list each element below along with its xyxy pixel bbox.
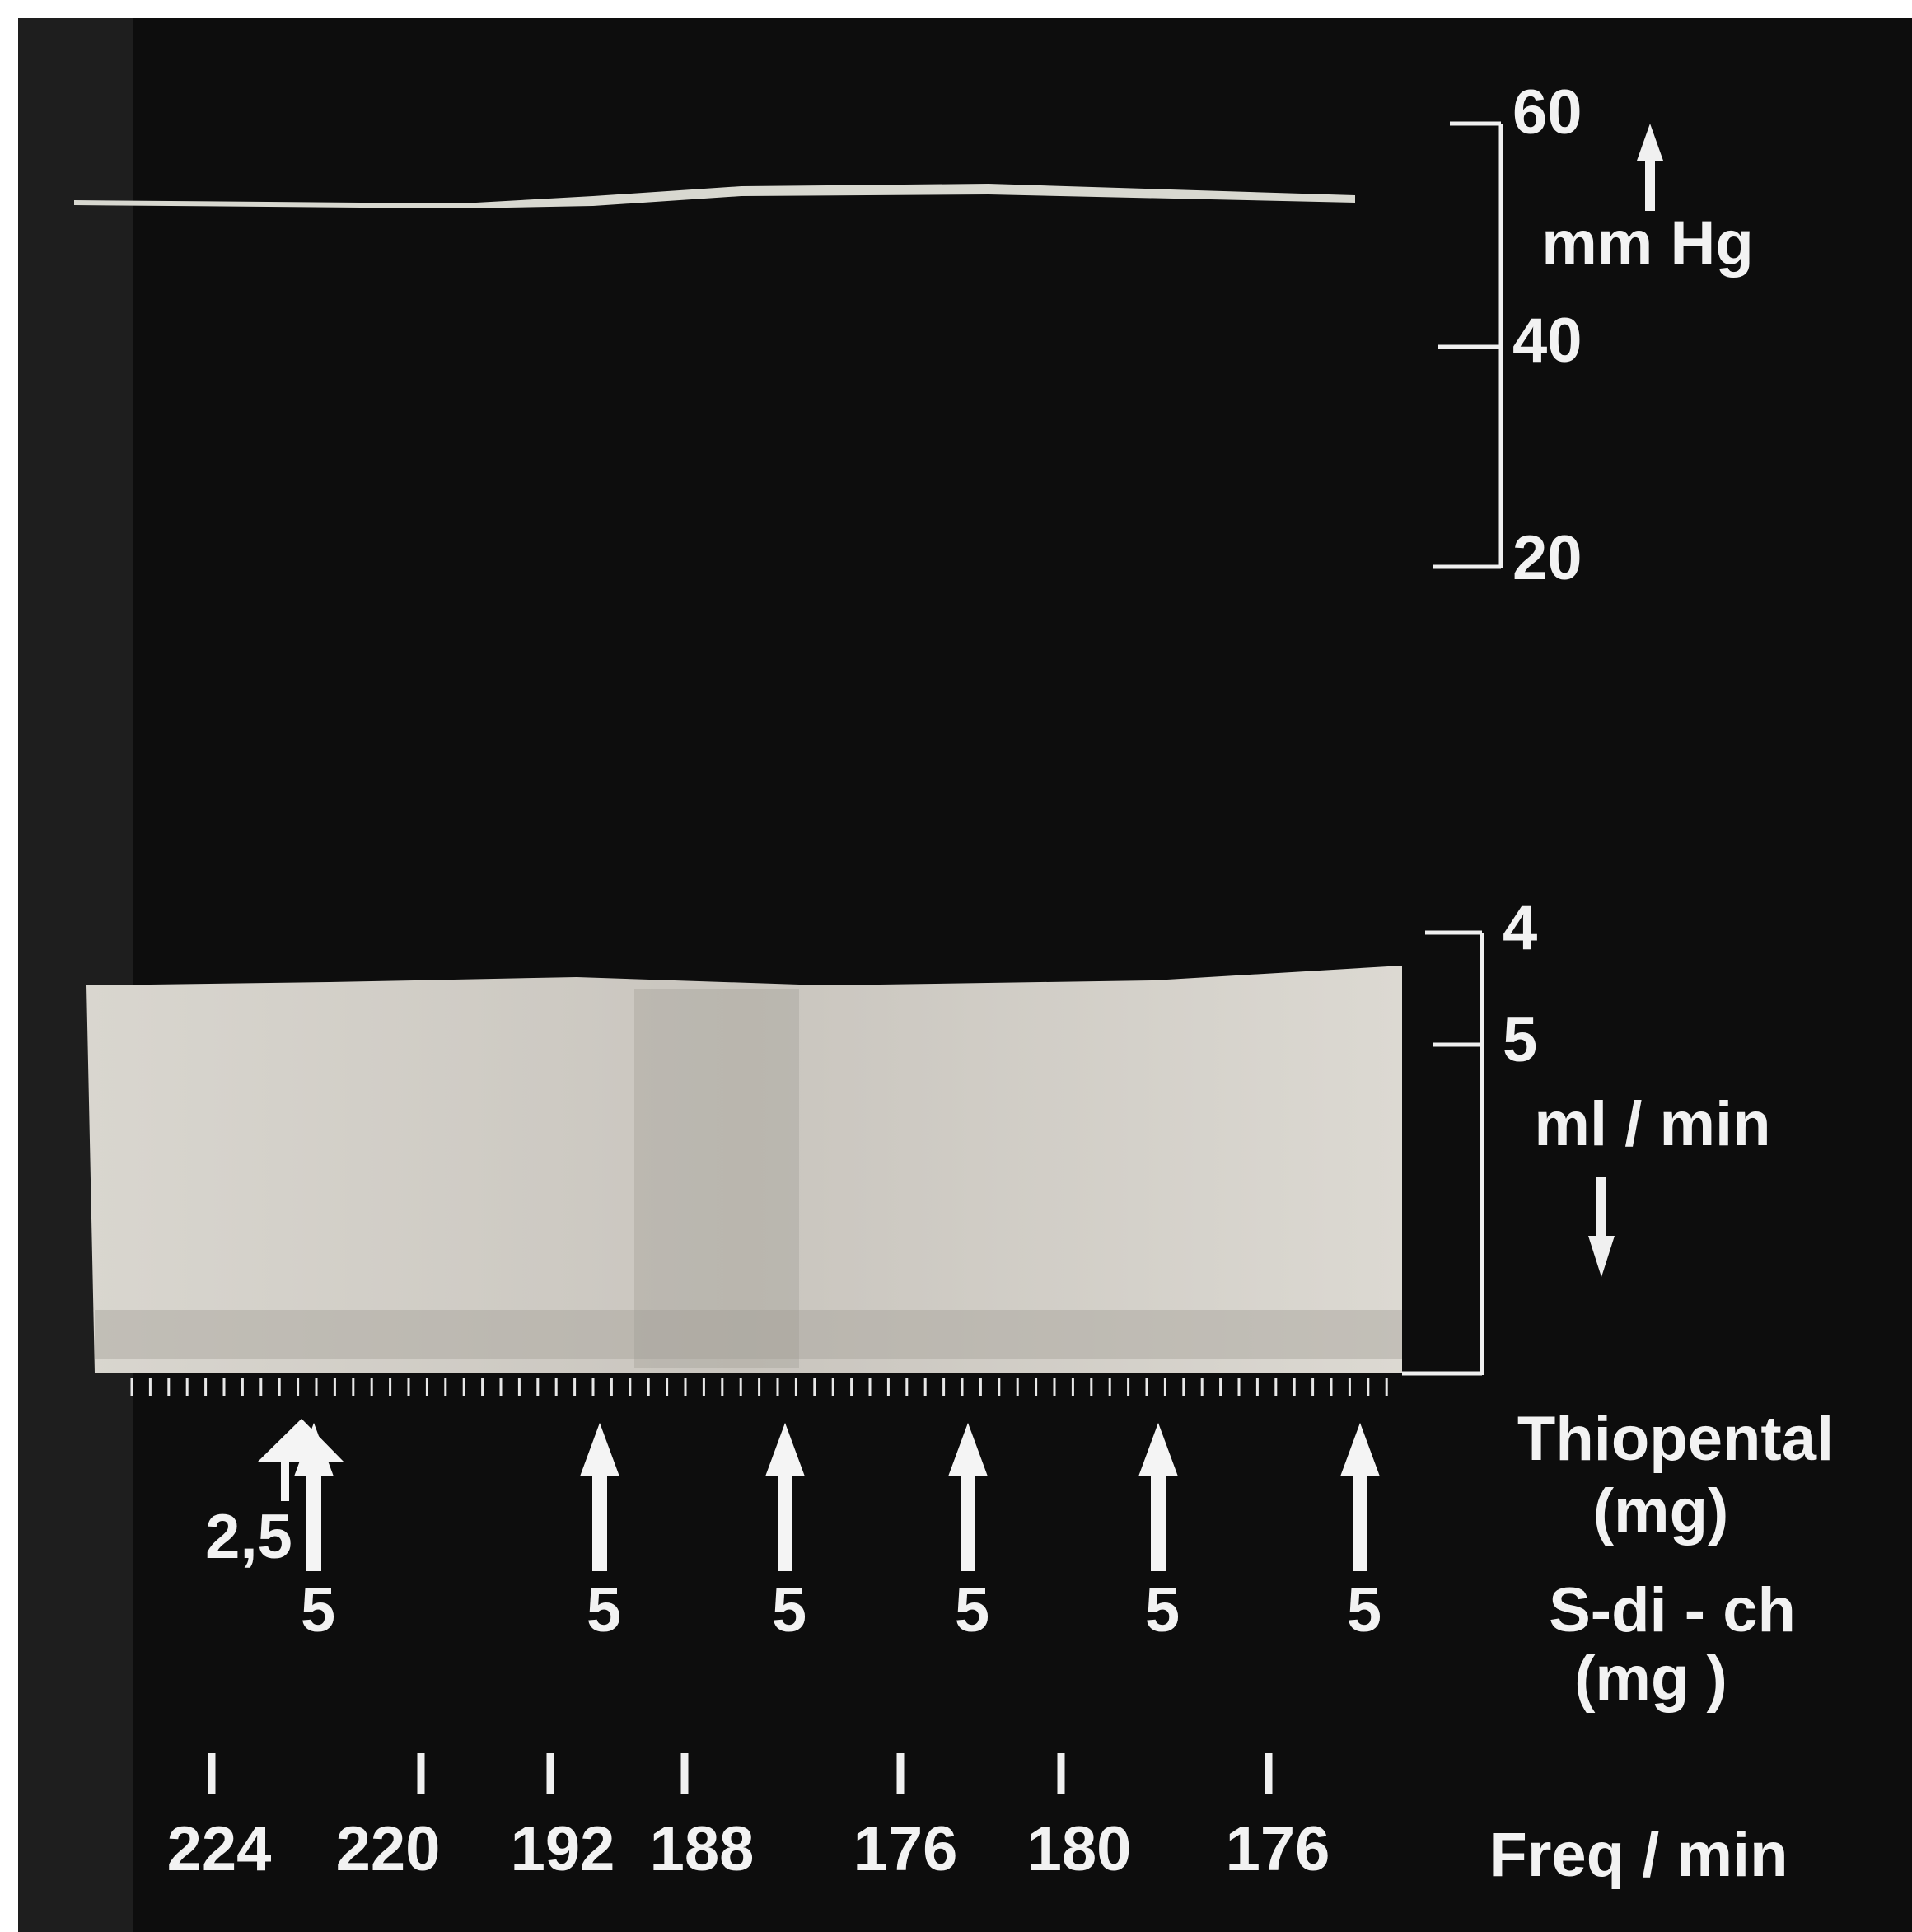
flow-trace-shade	[634, 989, 799, 1368]
left-shade	[18, 18, 133, 1932]
pressure-scale	[1433, 121, 1503, 569]
label: 20	[1512, 523, 1582, 593]
label: 220	[336, 1814, 441, 1884]
arrow-shaft	[961, 1467, 975, 1571]
up-arrow	[1637, 124, 1663, 211]
label: 40	[1512, 306, 1582, 376]
label: (mg )	[1574, 1644, 1727, 1714]
label: S-di - ch	[1549, 1575, 1796, 1645]
pressure-trace	[74, 184, 1355, 208]
label: 5	[1503, 1005, 1537, 1075]
label: Thiopental	[1517, 1404, 1834, 1474]
arrow-head	[257, 1419, 344, 1462]
background	[18, 18, 1912, 1932]
label: 192	[511, 1814, 615, 1884]
down-arrow	[1588, 1177, 1615, 1277]
label: Freq / min	[1489, 1820, 1788, 1890]
arrow-head	[1138, 1423, 1178, 1476]
label: 5	[1145, 1575, 1180, 1645]
arrow-shaft	[1151, 1467, 1166, 1571]
label: 180	[1027, 1814, 1132, 1884]
arrow-head	[580, 1423, 619, 1476]
arrow-shaft	[306, 1467, 321, 1571]
flow-scale	[1402, 930, 1484, 1376]
label: 4	[1503, 893, 1537, 963]
injection-arrows	[257, 1419, 1380, 1571]
arrow-shaft	[281, 1460, 289, 1501]
label: 5	[301, 1575, 335, 1645]
label: mm Hg	[1541, 208, 1754, 278]
arrow-head	[765, 1423, 805, 1476]
label: 176	[853, 1814, 958, 1884]
arrow-head	[1340, 1423, 1380, 1476]
arrow-shaft	[1353, 1467, 1367, 1571]
label: 224	[167, 1814, 272, 1884]
label: 5	[955, 1575, 989, 1645]
label: 188	[650, 1814, 755, 1884]
label: 5	[772, 1575, 806, 1645]
label: 60	[1512, 77, 1582, 147]
label: 5	[1347, 1575, 1381, 1645]
time-ticks	[130, 1378, 1388, 1396]
arrow-head	[948, 1423, 988, 1476]
label: 176	[1226, 1814, 1330, 1884]
label: ml / min	[1534, 1089, 1770, 1159]
label: 5	[587, 1575, 621, 1645]
label: 2,5	[205, 1502, 292, 1572]
flow-trace	[86, 966, 1402, 1373]
flow-trace-shade	[95, 1310, 1402, 1359]
arrow-shaft	[778, 1467, 792, 1571]
arrow-shaft	[592, 1467, 607, 1571]
frequency-ticks	[208, 1753, 1273, 1794]
label: (mg)	[1593, 1476, 1729, 1546]
